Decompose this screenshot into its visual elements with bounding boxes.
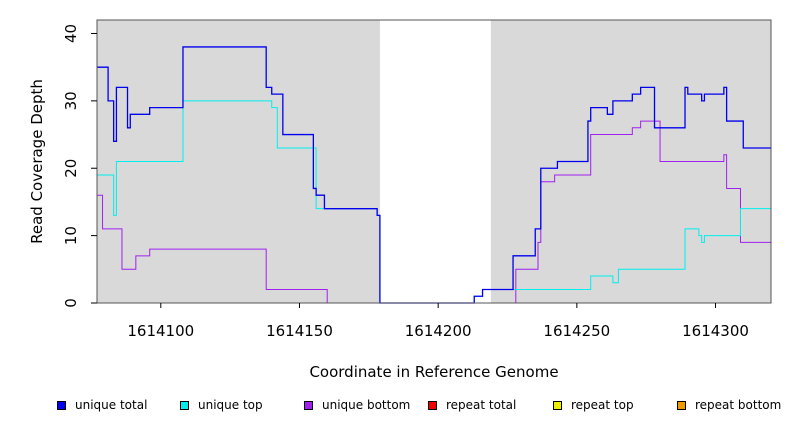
legend-label: unique bottom [322,398,411,412]
legend-label: repeat total [446,398,517,412]
legend-item-repeat-top: repeat top [553,398,634,412]
unshaded-region [379,20,491,303]
plot-background [97,20,771,303]
legend: unique total unique top unique bottom repea… [0,398,792,420]
x-axis: 1614100 1614150 1614200 1614250 1614300 [127,303,749,340]
legend-label: repeat top [571,398,634,412]
legend-label: repeat bottom [695,398,782,412]
legend-label: unique total [75,398,148,412]
x-tick-label: 1614250 [543,322,610,340]
x-tick-label: 1614300 [682,322,749,340]
y-axis: 0 10 20 30 40 [62,24,97,308]
x-axis-title: Coordinate in Reference Genome [309,363,558,381]
legend-label: unique top [198,398,263,412]
series-line-unique-total [97,46,771,304]
legend-item-unique-bottom: unique bottom [304,398,410,412]
legend-swatch [677,400,686,410]
x-tick-label: 1614200 [405,322,472,340]
x-tick-label: 1614100 [127,322,194,340]
x-tick-label: 1614150 [266,322,333,340]
legend-item-repeat-total: repeat total [428,398,516,412]
series-line-unique-bottom [97,120,771,304]
y-tick-label: 30 [62,91,80,110]
y-tick-label: 40 [62,24,80,43]
y-tick-label: 0 [62,298,80,308]
y-tick-label: 20 [62,159,80,178]
legend-swatch [180,400,189,410]
legend-swatch [553,400,562,410]
y-axis-title: Read Coverage Depth [28,79,46,244]
legend-swatch [304,400,313,410]
legend-item-unique-top: unique top [180,398,263,412]
legend-swatch [428,400,437,410]
y-tick-label: 10 [62,226,80,245]
legend-swatch [57,400,66,410]
plot-frame [96,19,772,304]
legend-item-repeat-bottom: repeat bottom [677,398,781,412]
legend-item-unique-total: unique total [57,398,147,412]
